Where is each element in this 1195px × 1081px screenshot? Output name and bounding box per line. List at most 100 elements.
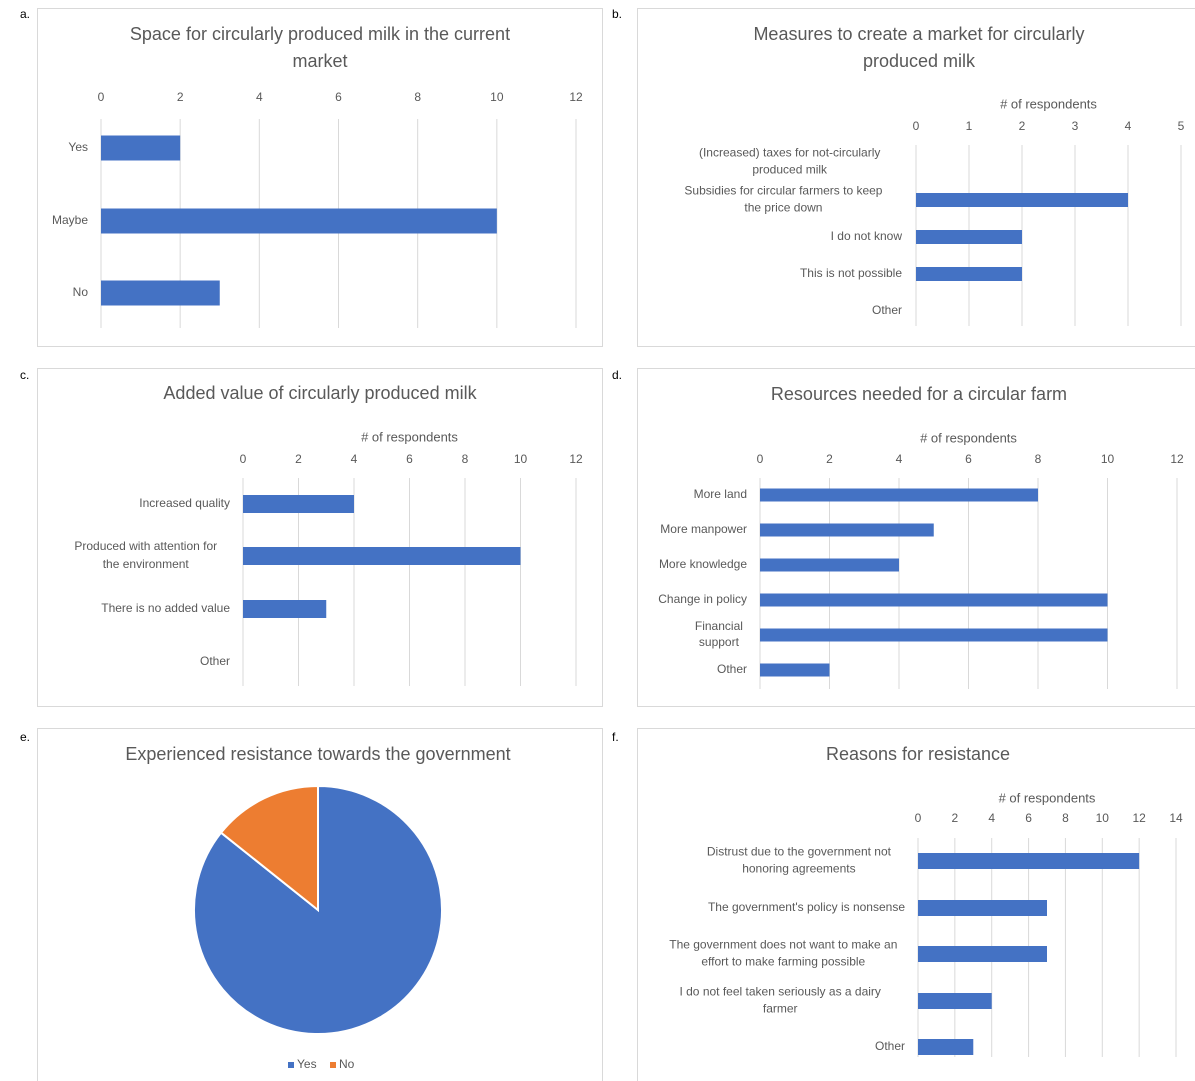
tick-label: 2 (177, 90, 184, 104)
tick-label: 0 (913, 119, 920, 133)
tick-label: 0 (240, 452, 247, 466)
panel-c: c. Added value of circularly produced mil… (20, 368, 603, 707)
tick-label: 6 (406, 452, 413, 466)
category-label: More land (694, 487, 747, 501)
category-label: Financial support (695, 619, 743, 649)
category-label: No (73, 285, 89, 299)
tick-label: 3 (1072, 119, 1079, 133)
tick-label: 5 (1178, 119, 1185, 133)
bar (918, 900, 1047, 916)
bar (243, 547, 521, 565)
panel-letter: f. (612, 730, 619, 744)
bar (918, 853, 1140, 869)
category-label: This is not possible (800, 266, 902, 280)
tick-label: 12 (569, 452, 583, 466)
bar (243, 495, 354, 513)
chart-frame (637, 368, 1195, 707)
pie-slice-no (219, 784, 319, 913)
tick-label: 12 (569, 90, 583, 104)
legend-label: Yes (297, 1057, 317, 1071)
category-label: There is no added value (101, 601, 230, 615)
category-label: The government's policy is nonsense (708, 900, 905, 914)
panel-d: d. Resources needed for a circular farm 0 2… (612, 368, 1195, 707)
category-label: I do not feel taken seriously as a dairy… (679, 985, 880, 1016)
bar (918, 1039, 974, 1055)
category-label: The government does not want to make an e… (669, 938, 897, 969)
tick-label: 4 (1125, 119, 1132, 133)
tick-label: 2 (1019, 119, 1026, 133)
bar (760, 593, 1108, 607)
legend-swatch (288, 1062, 294, 1068)
axis-label: # of respondents (920, 430, 1017, 445)
chart-frame (637, 728, 1195, 1081)
tick-label: 12 (1170, 452, 1184, 466)
bar (101, 135, 181, 161)
bar (916, 267, 1022, 281)
bar (101, 280, 220, 306)
chart-title: produced milk (863, 51, 976, 71)
chart-frame (37, 368, 603, 707)
tick-label: 2 (826, 452, 833, 466)
tick-label: 4 (988, 811, 995, 825)
tick-label: 4 (351, 452, 358, 466)
bar (760, 558, 899, 572)
panel-letter: d. (612, 368, 622, 382)
tick-label: 4 (896, 452, 903, 466)
legend-label: No (339, 1057, 355, 1071)
tick-label: 1 (966, 119, 973, 133)
category-label: Change in policy (658, 592, 747, 606)
category-label: Maybe (52, 213, 88, 227)
tick-label: 10 (1096, 811, 1110, 825)
tick-label: 8 (1062, 811, 1069, 825)
bar (243, 600, 327, 618)
category-label: Other (872, 303, 902, 317)
axis-label: # of respondents (1000, 96, 1097, 111)
tick-label: 2 (295, 452, 302, 466)
chart-title: Measures to create a market for circular… (753, 24, 1084, 44)
category-label: Produced with attention for the environme… (74, 539, 217, 571)
panel-letter: e. (20, 730, 30, 744)
category-label: More knowledge (659, 557, 747, 571)
bar (916, 230, 1022, 244)
legend-swatch (330, 1062, 336, 1068)
panel-b: b. Measures to create a market for circul… (612, 7, 1195, 347)
tick-label: 10 (1101, 452, 1115, 466)
chart-frame (637, 8, 1195, 347)
tick-label: 10 (514, 452, 528, 466)
bar (760, 488, 1038, 502)
category-label: Subsidies for circular farmers to keep th… (684, 184, 882, 215)
tick-label: 6 (965, 452, 972, 466)
bar (101, 208, 497, 234)
category-label: I do not know (831, 229, 903, 243)
panel-e: e. Experienced resistance towards the gov… (20, 728, 603, 1081)
panel-f: f. Reasons for resistance 0 2 4 6 8 10 12 14 # of … (612, 728, 1195, 1081)
chart-title: Added value of circularly produced milk (163, 383, 477, 403)
panel-letter: a. (20, 7, 30, 21)
tick-label: 14 (1169, 811, 1183, 825)
category-label: (Increased) taxes for not-circularly prod… (699, 146, 880, 177)
tick-label: 8 (414, 90, 421, 104)
chart-frame (37, 8, 603, 347)
tick-label: 8 (1035, 452, 1042, 466)
category-label: Distrust due to the government not honori… (707, 845, 892, 876)
chart-title: Resources needed for a circular farm (771, 384, 1067, 404)
category-label: Increased quality (139, 496, 230, 510)
tick-label: 8 (462, 452, 469, 466)
bar (760, 523, 934, 537)
chart-title: Experienced resistance towards the gover… (125, 744, 510, 764)
panel-letter: c. (20, 368, 29, 382)
chart-frame (37, 728, 603, 1081)
category-label: Other (717, 662, 747, 676)
tick-label: 2 (952, 811, 959, 825)
bar (760, 663, 830, 677)
tick-label: 6 (335, 90, 342, 104)
tick-label: 10 (490, 90, 504, 104)
bar (760, 628, 1108, 642)
category-label: Other (875, 1039, 905, 1053)
chart-title: market (292, 51, 347, 71)
panel-letter: b. (612, 7, 622, 21)
tick-label: 12 (1132, 811, 1146, 825)
category-label: Other (200, 654, 230, 668)
tick-label: 0 (98, 90, 105, 104)
